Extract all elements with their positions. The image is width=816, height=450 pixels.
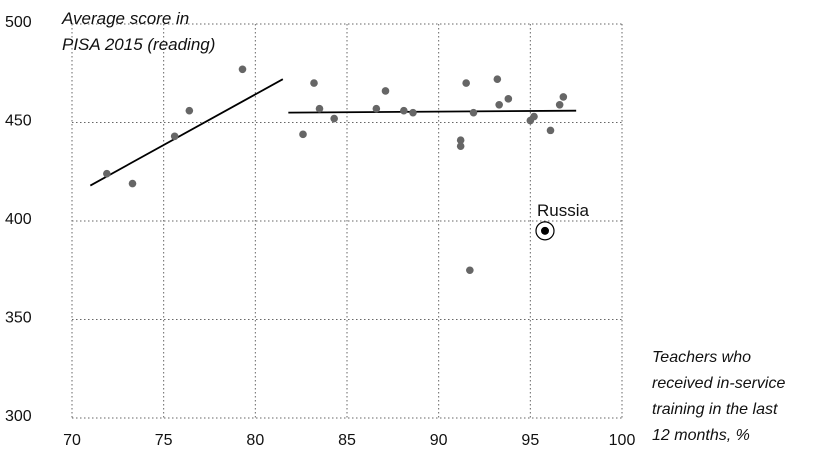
data-point [559, 93, 568, 101]
data-point [495, 100, 503, 109]
y-axis-title: Average score in PISA 2015 (reading) [62, 6, 215, 58]
data-point [310, 79, 318, 87]
data-point [238, 65, 247, 74]
data-point [555, 100, 564, 109]
x-tick-label: 70 [63, 432, 81, 449]
y-tick-label: 450 [5, 113, 32, 130]
trend-lines [89, 78, 577, 187]
y-tick-label: 500 [5, 14, 32, 31]
x-axis-title-line: received in-service [652, 375, 786, 392]
data-point [185, 106, 194, 115]
y-axis-title-line: PISA 2015 (reading) [62, 35, 216, 54]
x-axis-title-line: training in the last [652, 401, 778, 418]
x-tick-labels: 70 75 80 85 90 95 100 [63, 432, 635, 449]
data-point [462, 79, 470, 87]
data-point [409, 108, 417, 117]
x-tick-label: 90 [430, 432, 448, 449]
data-points [103, 65, 568, 275]
data-point [372, 104, 381, 113]
russia-ring [535, 221, 555, 241]
data-point [299, 130, 307, 139]
data-point [530, 112, 538, 121]
data-point [456, 142, 465, 150]
trend-line [89, 78, 284, 187]
x-tick-label: 100 [609, 432, 636, 449]
data-point [315, 104, 324, 113]
russia-point [541, 226, 549, 235]
x-tick-label: 80 [246, 432, 264, 449]
data-point [103, 169, 111, 178]
russia-highlight: Russia [535, 201, 590, 241]
russia-label: Russia [537, 201, 590, 220]
data-point [493, 75, 502, 83]
x-axis-title-line: 12 months, % [652, 427, 750, 444]
data-point [466, 266, 474, 275]
x-axis-title-line: Teachers who [652, 349, 752, 366]
data-point [400, 106, 408, 115]
data-point [456, 136, 465, 145]
data-point [546, 126, 555, 135]
x-tick-label: 75 [155, 432, 173, 449]
trend-line [288, 109, 577, 114]
x-tick-label: 95 [521, 432, 539, 449]
y-tick-label: 300 [5, 408, 32, 425]
data-point [469, 108, 478, 117]
data-point [330, 114, 338, 123]
y-tick-label: 350 [5, 310, 32, 327]
data-point [170, 132, 179, 141]
data-point [504, 95, 513, 103]
y-axis-title-line: Average score in [62, 9, 190, 28]
y-tick-labels: 300 350 400 450 500 [5, 14, 32, 425]
x-tick-label: 85 [338, 432, 356, 449]
data-point [381, 87, 390, 95]
y-tick-label: 400 [5, 211, 32, 228]
data-point [128, 179, 137, 188]
grid [71, 23, 623, 419]
x-axis-title: Teachers who received in-service trainin… [652, 345, 785, 449]
